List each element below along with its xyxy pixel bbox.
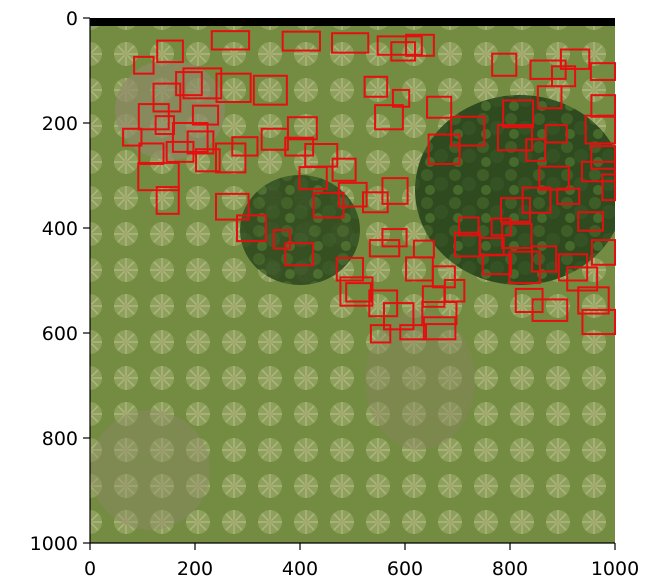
detection-box (399, 324, 427, 341)
y-axis-ticks: 0 200 400 600 800 1000 (30, 8, 90, 555)
detection-box (215, 72, 252, 104)
detection-box (236, 214, 267, 243)
y-tick-label: 200 (42, 113, 78, 135)
detection-box (122, 127, 143, 147)
detection-box (405, 33, 435, 57)
detection-box (531, 298, 569, 322)
x-tick-label: 600 (387, 558, 423, 580)
detection-box (345, 282, 372, 303)
detection-box (374, 104, 404, 131)
detection-box (281, 30, 321, 52)
detection-box (171, 122, 209, 153)
detection-box (331, 32, 370, 54)
detection-box (536, 85, 563, 110)
detection-box (231, 136, 259, 157)
detection-box (260, 127, 289, 151)
y-tick-label: 0 (66, 8, 78, 30)
detection-box (491, 52, 518, 77)
detection-box (508, 250, 541, 285)
detection-box (154, 115, 175, 136)
detection-box (502, 99, 535, 129)
detection-box (363, 75, 389, 98)
detection-box (133, 55, 155, 75)
detection-box (381, 228, 408, 248)
detection-box (580, 160, 616, 183)
detection-box (362, 191, 389, 214)
detection-box (155, 186, 180, 215)
x-tick-label: 1000 (591, 558, 639, 580)
detection-box (581, 308, 617, 336)
detection-box (538, 165, 570, 191)
detection-box (335, 256, 364, 282)
detection-box (369, 324, 392, 344)
detection-box (390, 41, 416, 62)
x-tick-label: 0 (84, 558, 96, 580)
detection-box (165, 140, 195, 163)
y-tick-label: 400 (42, 218, 78, 240)
detection-box (339, 276, 374, 307)
detection-box (137, 161, 180, 192)
x-tick-label: 200 (177, 558, 213, 580)
x-tick-label: 400 (282, 558, 318, 580)
top-band (90, 18, 615, 26)
detection-box (458, 216, 480, 237)
detection-box (590, 239, 617, 266)
y-tick-label: 1000 (30, 533, 78, 555)
detection-box (531, 245, 558, 273)
detection-box (584, 114, 616, 145)
detection-box (577, 211, 604, 232)
detection-boxes (122, 30, 617, 344)
detection-box (501, 222, 533, 249)
detection-box (412, 239, 435, 259)
detection-box (521, 186, 552, 214)
detection-box (191, 104, 220, 126)
detection-box (426, 95, 453, 119)
y-tick-label: 800 (42, 428, 78, 450)
detection-box (368, 239, 401, 258)
detection-box (376, 35, 423, 56)
detection-box (331, 157, 357, 182)
detection-box (544, 124, 568, 144)
detection-box (138, 142, 165, 165)
detection-box (590, 145, 616, 170)
x-axis-ticks: 0 200 400 600 800 1000 (84, 543, 639, 580)
detection-box (381, 177, 409, 205)
detection-box (272, 229, 292, 250)
detection-box (566, 266, 599, 292)
detection-box (589, 62, 616, 81)
detection-box (175, 71, 203, 97)
y-tick-label: 600 (42, 323, 78, 345)
detection-box (215, 192, 250, 221)
detection-box (421, 301, 458, 326)
detection-box (156, 39, 184, 64)
x-tick-label: 800 (492, 558, 528, 580)
detection-box (422, 316, 457, 341)
detection-box (514, 287, 544, 313)
detection-box (152, 82, 182, 113)
detection-box (590, 94, 616, 118)
detection-box (210, 30, 251, 51)
detection-box (195, 148, 221, 173)
detection-box (431, 265, 456, 289)
detection-box (312, 191, 345, 219)
detection-box (383, 302, 415, 331)
detection-box (215, 142, 247, 174)
detection-box (252, 74, 288, 106)
detection-box (559, 48, 591, 70)
detection-box (500, 197, 531, 223)
detection-box (427, 133, 461, 165)
detection-box (601, 173, 617, 202)
detection-box (182, 67, 223, 100)
detection-box (337, 181, 368, 208)
detection-box (551, 65, 577, 88)
detection-box (496, 124, 534, 152)
detection-box (481, 253, 513, 276)
detection-box (284, 242, 315, 267)
detection-box (391, 88, 411, 108)
detection-box (450, 115, 486, 147)
detection-box (577, 286, 610, 315)
detection-box (284, 136, 315, 157)
